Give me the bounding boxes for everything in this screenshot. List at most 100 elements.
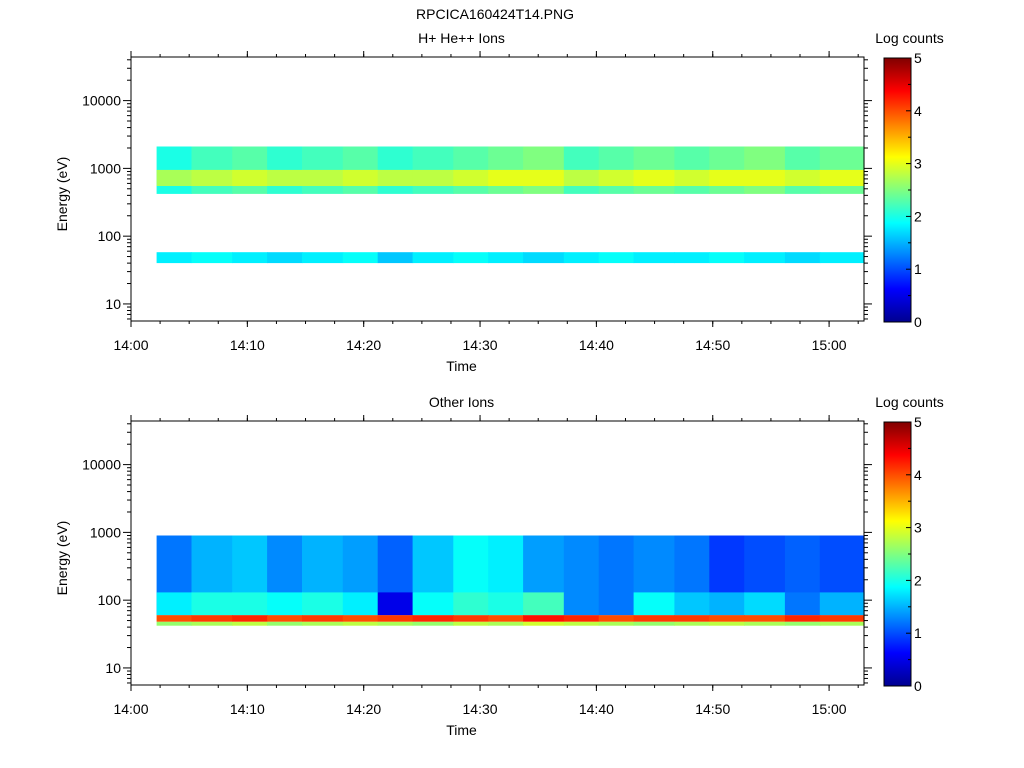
heatmap-cell <box>377 621 414 626</box>
heatmap-cell <box>709 615 745 622</box>
heatmap-cell <box>523 169 565 186</box>
heatmap-cell <box>232 621 268 626</box>
heatmap-cell <box>342 169 379 186</box>
heatmap-cell <box>709 621 745 626</box>
heatmap-cell <box>453 169 489 186</box>
heatmap-cell <box>342 592 379 616</box>
x-tick-label: 15:00 <box>812 337 847 353</box>
heatmap-cell <box>633 169 675 186</box>
heatmap-cell <box>191 621 233 626</box>
heatmap-cell <box>156 621 193 626</box>
heatmap-cell <box>598 592 635 616</box>
heatmap-cell <box>633 592 675 616</box>
heatmap-cell <box>784 169 821 186</box>
heatmap-cell <box>633 252 675 264</box>
heatmap-cell <box>563 592 600 616</box>
heatmap-cell <box>191 592 233 616</box>
heatmap-cell <box>412 252 454 264</box>
heatmap-cell <box>674 615 710 622</box>
heatmap-cell <box>488 169 524 186</box>
x-tick-label: 14:50 <box>695 701 730 717</box>
x-tick-label: 14:40 <box>579 337 614 353</box>
y-tick-label: 10 <box>105 296 121 312</box>
heatmap-cell <box>523 592 565 616</box>
heatmap-cell <box>744 615 786 622</box>
colorbar-tick-label: 2 <box>914 208 922 224</box>
colorbar-label: Log counts <box>875 394 944 410</box>
heatmap-cell <box>453 252 489 264</box>
heatmap-cell <box>232 592 268 616</box>
heatmap-cell <box>488 621 524 626</box>
colorbar <box>883 421 912 687</box>
colorbar-label: Log counts <box>875 30 944 46</box>
colorbar-tick-label: 5 <box>914 50 922 66</box>
heatmap-cell <box>488 615 524 622</box>
y-tick-label: 1000 <box>90 524 121 540</box>
colorbar <box>883 57 912 323</box>
heatmap-cell <box>598 615 635 622</box>
colorbar-tick-label: 3 <box>914 520 922 536</box>
x-tick-label: 14:50 <box>695 337 730 353</box>
y-tick-label: 10 <box>105 660 121 676</box>
panel-1: 14:00 14:10 14:20 14:30 14:40 14:50 15:0010100… <box>54 30 944 374</box>
heatmap-cell <box>819 252 865 264</box>
x-tick-label: 14:00 <box>113 701 148 717</box>
heatmap-cell <box>563 615 600 622</box>
x-tick-label: 14:30 <box>463 337 498 353</box>
heatmap-cell <box>674 592 710 616</box>
colorbar-tick-label: 3 <box>914 156 922 172</box>
heatmap-cell <box>674 169 710 186</box>
heatmap-cell <box>377 615 414 622</box>
heatmap-cell <box>744 252 786 264</box>
figure-title: RPCICA160424T14.PNG <box>416 6 574 22</box>
heatmap-cell <box>156 252 193 264</box>
colorbar-tick-label: 1 <box>914 261 922 277</box>
x-tick-label: 15:00 <box>812 701 847 717</box>
colorbar-tick-label: 0 <box>914 678 922 694</box>
colorbar-tick-label: 2 <box>914 572 922 588</box>
x-tick-label: 14:00 <box>113 337 148 353</box>
heatmap-cell <box>267 252 303 264</box>
heatmap-cell <box>302 169 344 186</box>
heatmap-cell <box>744 621 786 626</box>
y-axis-label: Energy (eV) <box>54 521 70 596</box>
heatmap-cell <box>377 592 414 616</box>
heatmap-cell <box>232 615 268 622</box>
y-tick-label: 1000 <box>90 160 121 176</box>
heatmap-cell <box>709 592 745 616</box>
heatmap-cell <box>377 169 414 186</box>
heatmap-cell <box>784 615 821 622</box>
heatmap-cell <box>156 615 193 622</box>
heatmap-cells <box>156 535 865 626</box>
x-tick-label: 14:20 <box>346 701 381 717</box>
heatmap-cell <box>488 592 524 616</box>
heatmap-cell <box>633 615 675 622</box>
x-tick-label: 14:40 <box>579 701 614 717</box>
heatmap-cell <box>267 621 303 626</box>
heatmap-cell <box>523 252 565 264</box>
heatmap-cell <box>819 169 865 186</box>
heatmap-cell <box>598 621 635 626</box>
panel-2: 14:00 14:10 14:20 14:30 14:40 14:50 15:0010100… <box>54 394 944 738</box>
heatmap-cell <box>563 252 600 264</box>
heatmap-cell <box>453 592 489 616</box>
heatmap-cell <box>784 252 821 264</box>
heatmap-cell <box>709 252 745 264</box>
x-axis-label: Time <box>446 722 477 738</box>
heatmap-cell <box>819 592 865 616</box>
heatmap-cell <box>819 621 865 626</box>
heatmap-cell <box>412 621 454 626</box>
heatmap-cells <box>156 146 865 264</box>
heatmap-cell <box>412 592 454 616</box>
colorbar-tick-label: 4 <box>914 467 922 483</box>
heatmap-cell <box>232 252 268 264</box>
heatmap-cell <box>412 169 454 186</box>
x-tick-label: 14:10 <box>230 337 265 353</box>
heatmap-cell <box>523 621 565 626</box>
heatmap-cell <box>267 592 303 616</box>
heatmap-cell <box>156 592 193 616</box>
y-tick-label: 100 <box>98 592 122 608</box>
heatmap-cell <box>191 169 233 186</box>
heatmap-cell <box>412 615 454 622</box>
y-tick-label: 10000 <box>82 457 121 473</box>
